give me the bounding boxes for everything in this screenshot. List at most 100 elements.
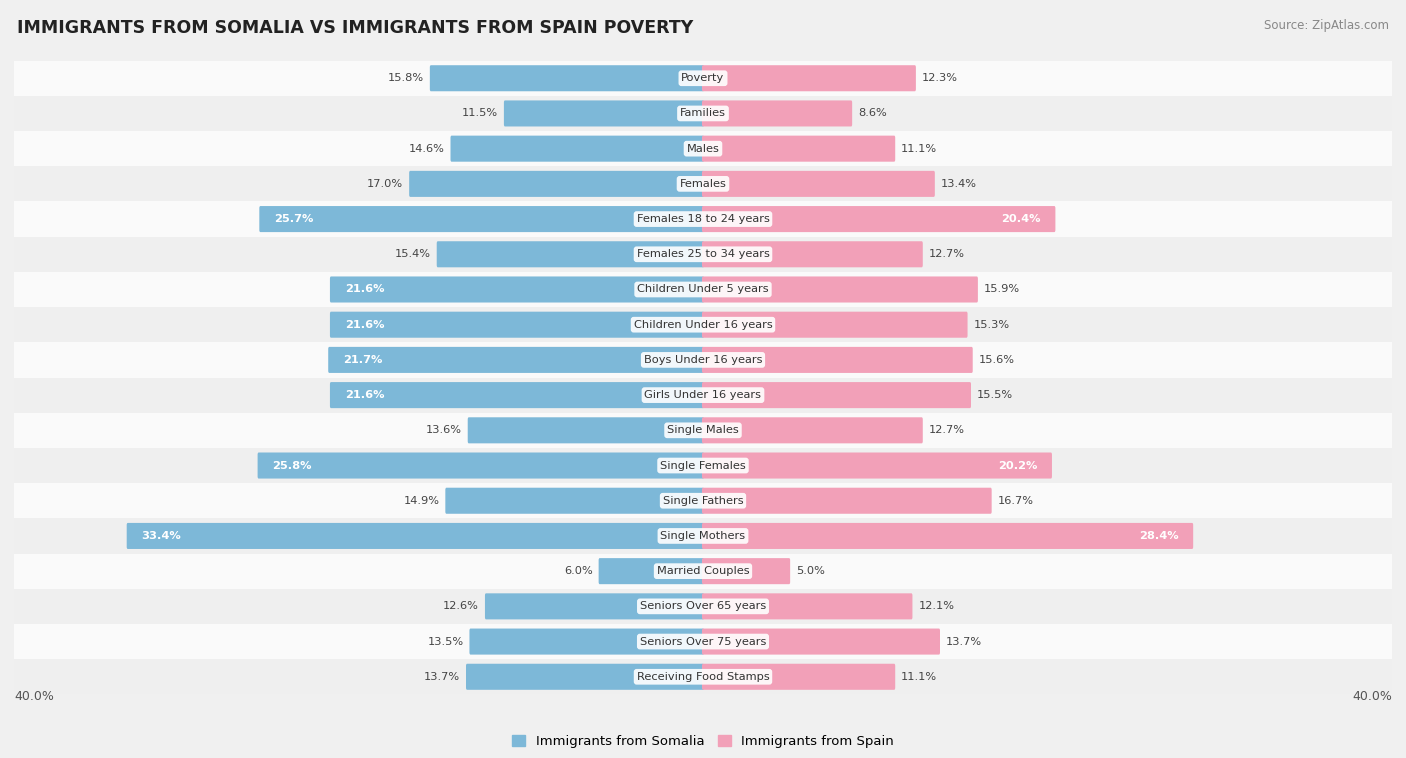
Text: 15.4%: 15.4% xyxy=(395,249,430,259)
FancyBboxPatch shape xyxy=(702,558,790,584)
Text: 21.7%: 21.7% xyxy=(343,355,382,365)
Bar xyxy=(0,624,1406,659)
Bar xyxy=(0,448,1406,483)
Text: Children Under 5 years: Children Under 5 years xyxy=(637,284,769,295)
Bar xyxy=(0,343,1406,377)
FancyBboxPatch shape xyxy=(465,664,704,690)
Text: Children Under 16 years: Children Under 16 years xyxy=(634,320,772,330)
Text: 12.3%: 12.3% xyxy=(922,74,957,83)
FancyBboxPatch shape xyxy=(437,241,704,268)
Text: 15.5%: 15.5% xyxy=(977,390,1012,400)
FancyBboxPatch shape xyxy=(259,206,704,232)
FancyBboxPatch shape xyxy=(702,277,979,302)
Text: 11.1%: 11.1% xyxy=(901,672,938,681)
Bar xyxy=(0,96,1406,131)
FancyBboxPatch shape xyxy=(330,277,704,302)
FancyBboxPatch shape xyxy=(702,347,973,373)
FancyBboxPatch shape xyxy=(409,171,704,197)
FancyBboxPatch shape xyxy=(702,100,852,127)
Bar xyxy=(0,553,1406,589)
FancyBboxPatch shape xyxy=(450,136,704,161)
Text: 20.4%: 20.4% xyxy=(1001,214,1040,224)
Text: 20.2%: 20.2% xyxy=(998,461,1038,471)
Text: Source: ZipAtlas.com: Source: ZipAtlas.com xyxy=(1264,19,1389,32)
Text: Males: Males xyxy=(686,144,720,154)
Text: Seniors Over 75 years: Seniors Over 75 years xyxy=(640,637,766,647)
FancyBboxPatch shape xyxy=(446,487,704,514)
Text: 40.0%: 40.0% xyxy=(14,690,53,703)
Text: 21.6%: 21.6% xyxy=(344,320,384,330)
FancyBboxPatch shape xyxy=(702,382,972,408)
FancyBboxPatch shape xyxy=(702,136,896,161)
Text: 8.6%: 8.6% xyxy=(858,108,887,118)
FancyBboxPatch shape xyxy=(702,241,922,268)
Text: 13.4%: 13.4% xyxy=(941,179,977,189)
Bar xyxy=(0,61,1406,96)
FancyBboxPatch shape xyxy=(702,628,941,655)
FancyBboxPatch shape xyxy=(127,523,704,549)
Bar xyxy=(0,589,1406,624)
Text: Girls Under 16 years: Girls Under 16 years xyxy=(644,390,762,400)
FancyBboxPatch shape xyxy=(702,594,912,619)
FancyBboxPatch shape xyxy=(328,347,704,373)
FancyBboxPatch shape xyxy=(485,594,704,619)
Bar xyxy=(0,377,1406,412)
Bar xyxy=(0,659,1406,694)
Text: Females 18 to 24 years: Females 18 to 24 years xyxy=(637,214,769,224)
Legend: Immigrants from Somalia, Immigrants from Spain: Immigrants from Somalia, Immigrants from… xyxy=(506,729,900,753)
Text: Receiving Food Stamps: Receiving Food Stamps xyxy=(637,672,769,681)
Text: Families: Families xyxy=(681,108,725,118)
Bar xyxy=(0,166,1406,202)
Text: 15.8%: 15.8% xyxy=(388,74,425,83)
FancyBboxPatch shape xyxy=(702,418,922,443)
Text: 11.5%: 11.5% xyxy=(463,108,498,118)
Bar xyxy=(0,518,1406,553)
Bar xyxy=(0,412,1406,448)
Text: 13.6%: 13.6% xyxy=(426,425,461,435)
FancyBboxPatch shape xyxy=(468,418,704,443)
FancyBboxPatch shape xyxy=(503,100,704,127)
FancyBboxPatch shape xyxy=(599,558,704,584)
Text: 5.0%: 5.0% xyxy=(796,566,825,576)
Text: Single Females: Single Females xyxy=(661,461,745,471)
Text: 16.7%: 16.7% xyxy=(997,496,1033,506)
FancyBboxPatch shape xyxy=(702,664,896,690)
Text: 17.0%: 17.0% xyxy=(367,179,404,189)
Text: 11.1%: 11.1% xyxy=(901,144,938,154)
FancyBboxPatch shape xyxy=(702,523,1194,549)
Bar xyxy=(0,202,1406,236)
Text: 15.9%: 15.9% xyxy=(984,284,1019,295)
Text: 15.6%: 15.6% xyxy=(979,355,1015,365)
Text: 25.8%: 25.8% xyxy=(273,461,312,471)
Bar xyxy=(0,272,1406,307)
FancyBboxPatch shape xyxy=(702,206,1056,232)
Text: Single Fathers: Single Fathers xyxy=(662,496,744,506)
FancyBboxPatch shape xyxy=(470,628,704,655)
Text: 12.6%: 12.6% xyxy=(443,601,479,612)
Text: Married Couples: Married Couples xyxy=(657,566,749,576)
Text: 12.7%: 12.7% xyxy=(928,249,965,259)
Bar xyxy=(0,307,1406,343)
Text: 14.6%: 14.6% xyxy=(409,144,444,154)
Text: Poverty: Poverty xyxy=(682,74,724,83)
Text: IMMIGRANTS FROM SOMALIA VS IMMIGRANTS FROM SPAIN POVERTY: IMMIGRANTS FROM SOMALIA VS IMMIGRANTS FR… xyxy=(17,19,693,37)
Text: 21.6%: 21.6% xyxy=(344,390,384,400)
Text: 25.7%: 25.7% xyxy=(274,214,314,224)
Text: 12.7%: 12.7% xyxy=(928,425,965,435)
Text: Females: Females xyxy=(679,179,727,189)
Text: Single Mothers: Single Mothers xyxy=(661,531,745,541)
FancyBboxPatch shape xyxy=(330,312,704,338)
Text: Single Males: Single Males xyxy=(666,425,740,435)
Text: 14.9%: 14.9% xyxy=(404,496,440,506)
Bar xyxy=(0,236,1406,272)
Text: Females 25 to 34 years: Females 25 to 34 years xyxy=(637,249,769,259)
FancyBboxPatch shape xyxy=(702,65,915,91)
FancyBboxPatch shape xyxy=(702,453,1052,478)
FancyBboxPatch shape xyxy=(702,312,967,338)
Text: 13.5%: 13.5% xyxy=(427,637,464,647)
Text: 13.7%: 13.7% xyxy=(425,672,460,681)
FancyBboxPatch shape xyxy=(430,65,704,91)
Bar xyxy=(0,483,1406,518)
Text: 12.1%: 12.1% xyxy=(918,601,955,612)
Text: Boys Under 16 years: Boys Under 16 years xyxy=(644,355,762,365)
